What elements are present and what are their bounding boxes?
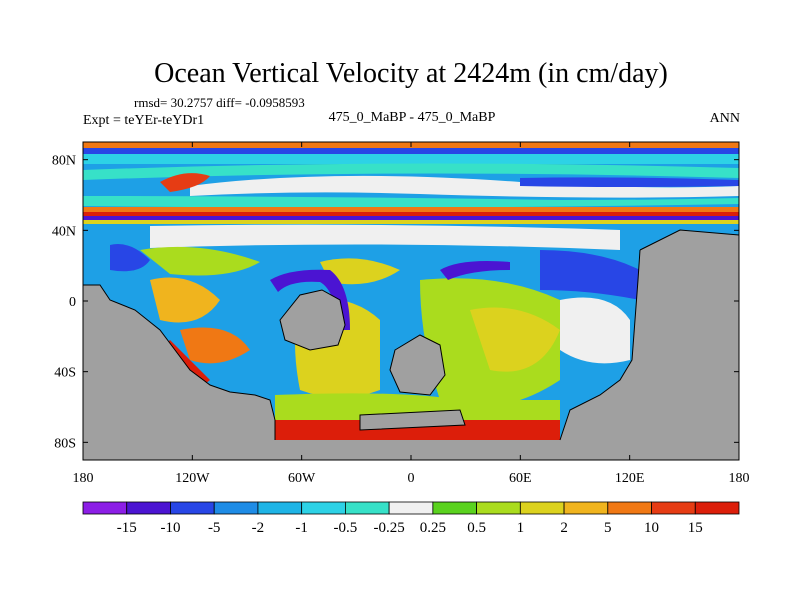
- x-axis: 180 120W 60W 0 60E 120E 180: [73, 142, 750, 486]
- land-island-central: [390, 335, 445, 395]
- stripe-yellow: [83, 220, 739, 224]
- colorbar-swatch: [301, 501, 346, 515]
- colorbar-label: 0.25: [420, 520, 446, 536]
- patch-yellow-2: [470, 307, 560, 372]
- coastline-strip-south: [359, 409, 466, 431]
- season-label: ANN: [710, 111, 740, 126]
- land-antarctic-bottom: [83, 440, 739, 460]
- x-tick-label: 60W: [288, 471, 316, 486]
- colorbar-swatch: [519, 501, 565, 515]
- y-tick-label: 0: [69, 295, 76, 310]
- colorbar-label: 15: [688, 520, 703, 536]
- edge-purple-1: [270, 269, 350, 330]
- colorbar-swatch: [170, 501, 215, 515]
- subtitle: 475_0_MaBP - 475_0_MaBP: [329, 110, 496, 125]
- southern-red-band: [275, 420, 560, 440]
- colorbar-label: -10: [160, 520, 180, 536]
- coastline-island-central: [389, 334, 446, 396]
- tropical-white-band: [150, 224, 620, 250]
- x-tick-label: 0: [408, 471, 415, 486]
- colorbar-swatch: [257, 501, 303, 515]
- x-tick-label: 120W: [175, 471, 210, 486]
- colorbar-swatch: [82, 501, 128, 515]
- coastline-east: [559, 249, 641, 441]
- colorbar-label: -0.25: [374, 520, 405, 536]
- coastline-northeast: [639, 229, 739, 251]
- patch-green-1: [140, 246, 260, 276]
- colorbar-swatch: [344, 501, 390, 515]
- colorbar-label: 0.5: [467, 520, 486, 536]
- patch-white-east: [560, 297, 630, 364]
- arctic-band-cyan: [83, 154, 739, 164]
- x-tick-label: 120E: [615, 471, 645, 486]
- land-strip-south: [360, 410, 465, 430]
- colorbar-label: -2: [252, 520, 265, 536]
- colorbar-label: 5: [604, 520, 612, 536]
- stats-line: rmsd= 30.2757 diff= -0.0958593: [134, 95, 305, 110]
- colorbar-label: -15: [117, 520, 137, 536]
- colorbar-swatch: [476, 501, 521, 515]
- map-field: [83, 142, 739, 460]
- north-swirl-band: [83, 163, 739, 180]
- arctic-band-blue: [83, 148, 739, 154]
- x-tick-label: 60E: [509, 471, 532, 486]
- colorbar-label: -5: [208, 520, 221, 536]
- colorbar-label: 1: [517, 520, 525, 536]
- colorbar: -15 -10 -5 -2 -1 -0.5 -0.25 0.25 0.5 1 2 5 10 15: [82, 501, 740, 536]
- coastline-island-west: [279, 289, 346, 351]
- y-tick-label: 40N: [52, 224, 76, 239]
- patch-blue-east: [540, 250, 640, 300]
- colorbar-swatch: [213, 501, 259, 515]
- north-blue-streak: [520, 177, 739, 187]
- colorbar-swatch: [651, 501, 696, 515]
- patch-blue-west: [110, 244, 150, 272]
- patch-orange-2: [180, 327, 250, 364]
- x-tick-label: 180: [729, 471, 750, 486]
- patch-orange-west: [150, 277, 220, 323]
- colorbar-label: 10: [644, 520, 659, 536]
- stripe-red: [83, 212, 739, 216]
- y-tick-label: 80N: [52, 154, 76, 169]
- north-white-streak: [190, 175, 739, 198]
- y-tick-label: 40S: [54, 366, 76, 381]
- land-west: [83, 285, 275, 440]
- colorbar-swatch: [607, 501, 652, 515]
- y-axis: 80N 40N 0 40S 80S: [52, 154, 739, 451]
- land-east: [560, 230, 739, 440]
- chart-title: Ocean Vertical Velocity at 2424m (in cm/…: [154, 58, 668, 89]
- colorbar-label: 2: [560, 520, 568, 536]
- y-tick-label: 80S: [54, 436, 76, 451]
- north-red-patch: [160, 173, 210, 192]
- mid-north-band: [83, 196, 739, 208]
- colorbar-label: -1: [295, 520, 308, 536]
- land-island-west: [280, 290, 345, 350]
- colorbar-swatch: [388, 501, 434, 515]
- coastline-west: [83, 284, 276, 440]
- colorbar-swatch: [694, 501, 740, 515]
- patch-yellow-1: [320, 258, 400, 285]
- colorbar-swatch: [432, 501, 478, 515]
- colorbar-swatch: [563, 501, 609, 515]
- stripe-orange: [83, 207, 739, 212]
- colorbar-label: -0.5: [334, 520, 358, 536]
- x-tick-label: 180: [73, 471, 94, 486]
- colorbar-swatch: [126, 501, 171, 515]
- stripe-purple: [83, 216, 739, 220]
- expt-label: Expt = teYEr-teYDr1: [83, 113, 204, 128]
- edge-purple-2: [440, 261, 510, 280]
